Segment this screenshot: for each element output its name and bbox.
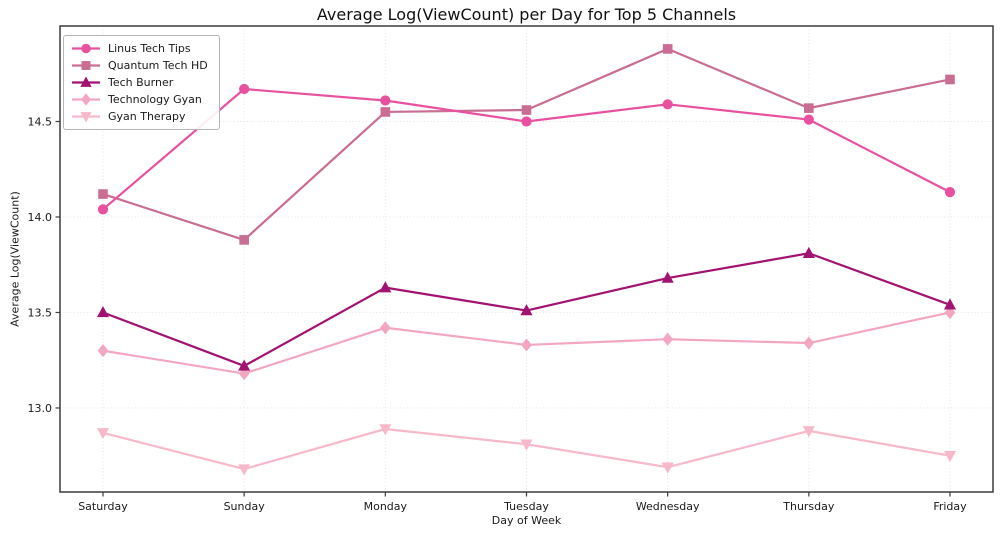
y-tick-label: 14.5	[28, 115, 53, 128]
square-marker-icon	[239, 235, 249, 245]
triangle-up-marker-icon	[238, 359, 251, 371]
triangle-up-marker-icon	[80, 76, 92, 87]
axis-ticks: 13.0 13.5 14.0 14.5 Saturday Sunday Monday Tues…	[28, 115, 968, 513]
y-tick-label: 14.0	[28, 211, 53, 224]
diamond-marker-icon	[238, 366, 250, 381]
legend: Linus Tech Tips Quantum Tech HD Tech Burne…	[63, 35, 220, 130]
legend-item-label: Gyan Therapy	[108, 110, 186, 123]
legend-item-label: Linus Tech Tips	[108, 42, 191, 55]
triangle-down-marker-icon	[379, 424, 392, 436]
series-technology-gyan	[97, 305, 956, 381]
series-gyan-therapy	[96, 424, 957, 476]
series-quantum-tech-hd	[98, 44, 955, 245]
triangle-down-marker-icon	[96, 428, 110, 440]
diamond-marker-icon	[97, 344, 109, 358]
circle-marker-icon	[521, 116, 532, 127]
legend-item-gyan-therapy: Gyan Therapy	[71, 110, 208, 123]
x-tick-label: Wednesday	[636, 500, 700, 513]
triangle-up-marker-icon	[943, 298, 957, 310]
circle-marker-icon	[380, 95, 391, 106]
square-marker-icon	[81, 61, 91, 70]
square-marker-icon	[521, 105, 532, 115]
square-marker-icon	[98, 189, 108, 199]
diamond-marker-icon	[944, 305, 956, 320]
triangle-up-marker-icon	[661, 271, 674, 283]
circle-marker-icon	[803, 114, 814, 125]
triangle-up-marker-icon	[96, 306, 110, 318]
diamond-marker-icon	[81, 93, 91, 106]
square-marker-icon	[945, 74, 955, 85]
x-tick-label: Saturday	[78, 500, 128, 513]
legend-item-technology-gyan: Technology Gyan	[71, 93, 208, 106]
legend-item-tech-burner: Tech Burner	[71, 76, 208, 89]
triangle-down-marker-icon	[661, 462, 674, 474]
legend-item-quantum-tech-hd: Quantum Tech HD	[71, 59, 208, 72]
legend-swatch-triangle-down-icon	[72, 112, 100, 123]
legend-item-linus-tech-tips: Linus Tech Tips	[71, 42, 208, 55]
legend-swatch-diamond-icon	[72, 93, 100, 106]
legend-item-label: Quantum Tech HD	[108, 59, 208, 72]
chart-title: Average Log(ViewCount) per Day for Top 5…	[316, 5, 737, 24]
diamond-marker-icon	[803, 336, 815, 350]
triangle-down-marker-icon	[943, 451, 957, 463]
circle-marker-icon	[662, 99, 673, 110]
y-tick-label: 13.5	[28, 306, 53, 319]
circle-marker-icon	[81, 43, 91, 54]
legend-item-label: Tech Burner	[108, 76, 174, 89]
triangle-up-marker-icon	[379, 281, 392, 293]
x-tick-label: Monday	[364, 500, 408, 513]
x-tick-label: Friday	[933, 500, 967, 513]
diamond-marker-icon	[662, 332, 674, 346]
legend-swatch-triangle-up-icon	[72, 76, 100, 87]
x-tick-label: Sunday	[224, 500, 266, 513]
legend-swatch-circle-icon	[72, 43, 100, 54]
series-tech-burner	[96, 246, 957, 371]
y-tick-label: 13.0	[28, 402, 53, 415]
triangle-down-marker-icon	[238, 464, 251, 476]
square-marker-icon	[804, 103, 814, 113]
diamond-marker-icon	[521, 338, 532, 352]
legend-item-label: Technology Gyan	[108, 93, 202, 106]
circle-marker-icon	[944, 187, 956, 198]
circle-marker-icon	[239, 83, 250, 95]
triangle-up-marker-icon	[520, 304, 533, 316]
circle-marker-icon	[97, 204, 109, 215]
triangle-down-marker-icon	[520, 439, 533, 451]
triangle-down-marker-icon	[802, 426, 815, 438]
triangle-down-marker-icon	[80, 112, 92, 123]
x-axis-label: Day of Week	[491, 514, 562, 527]
series-linus-tech-tips	[97, 83, 956, 215]
square-marker-icon	[380, 107, 391, 117]
legend-swatch-square-icon	[72, 61, 100, 70]
x-tick-label: Tuesday	[503, 500, 549, 513]
diamond-marker-icon	[379, 321, 391, 335]
triangle-up-marker-icon	[802, 246, 815, 258]
square-marker-icon	[662, 44, 673, 54]
x-tick-label: Thursday	[782, 500, 835, 513]
